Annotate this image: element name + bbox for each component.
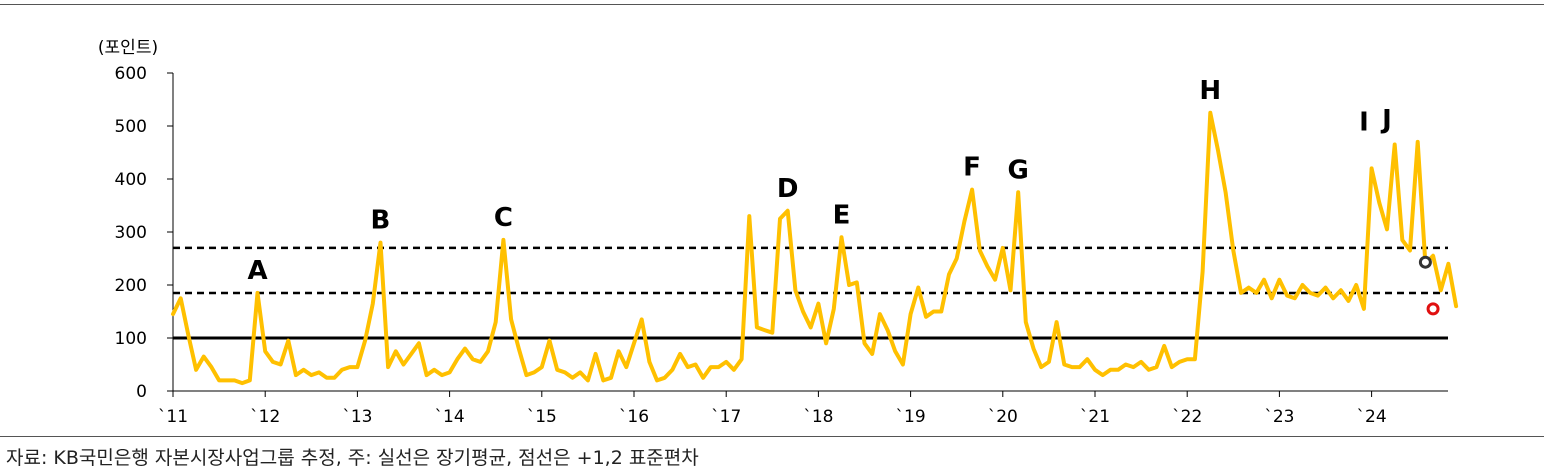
peak-label: J <box>1380 105 1392 135</box>
y-tick-label: 0 <box>136 382 147 402</box>
y-tick-label: 400 <box>115 170 147 190</box>
peak-label: C <box>494 203 513 233</box>
x-tick-label: `23 <box>1264 407 1294 427</box>
peak-label: F <box>963 153 981 183</box>
y-tick-label: 500 <box>115 117 147 137</box>
peak-labels: A B C D E F G H I J <box>247 76 1391 286</box>
x-tick-label: `22 <box>1172 407 1202 427</box>
end-marker <box>1426 302 1440 316</box>
peak-label: G <box>1007 155 1028 185</box>
peak-label: E <box>833 200 851 230</box>
end-markers <box>1418 255 1440 316</box>
series-line <box>171 110 1459 386</box>
peak-label: I <box>1359 108 1369 138</box>
source-footnote: 자료: KB국민은행 자본시장사업그룹 추정, 주: 실선은 장기평균, 점선은… <box>6 447 699 469</box>
y-tick-label: 200 <box>115 276 147 296</box>
x-tick-label: `21 <box>1080 407 1110 427</box>
peak-label: B <box>371 206 391 236</box>
x-tick-label: `11 <box>158 407 188 427</box>
y-ticks: 0 100 200 300 400 500 600 <box>115 64 173 402</box>
bottom-rule <box>0 436 1544 437</box>
top-rule <box>0 4 1544 5</box>
end-marker <box>1418 255 1432 269</box>
y-axis-label: (포인트) <box>98 38 158 58</box>
series <box>171 110 1459 386</box>
x-tick-label: `12 <box>250 407 280 427</box>
x-tick-label: `15 <box>527 407 557 427</box>
x-tick-label: `24 <box>1357 407 1387 427</box>
x-tick-label: `14 <box>435 407 465 427</box>
x-tick-label: `13 <box>342 407 372 427</box>
y-tick-label: 100 <box>115 329 147 349</box>
x-tick-label: `16 <box>619 407 649 427</box>
peak-label: A <box>247 256 267 286</box>
x-tick-label: `17 <box>711 407 741 427</box>
y-tick-label: 600 <box>115 64 147 84</box>
x-tick-label: `19 <box>896 407 926 427</box>
y-tick-label: 300 <box>115 223 147 243</box>
x-ticks: `11 `12 `13 `14 `15 `16 `17 `18 `19 `20 `21 `22 `23 `… <box>158 391 1387 427</box>
peak-label: D <box>777 174 799 204</box>
x-tick-label: `20 <box>988 407 1018 427</box>
peak-label: H <box>1199 76 1221 106</box>
x-tick-label: `18 <box>803 407 833 427</box>
